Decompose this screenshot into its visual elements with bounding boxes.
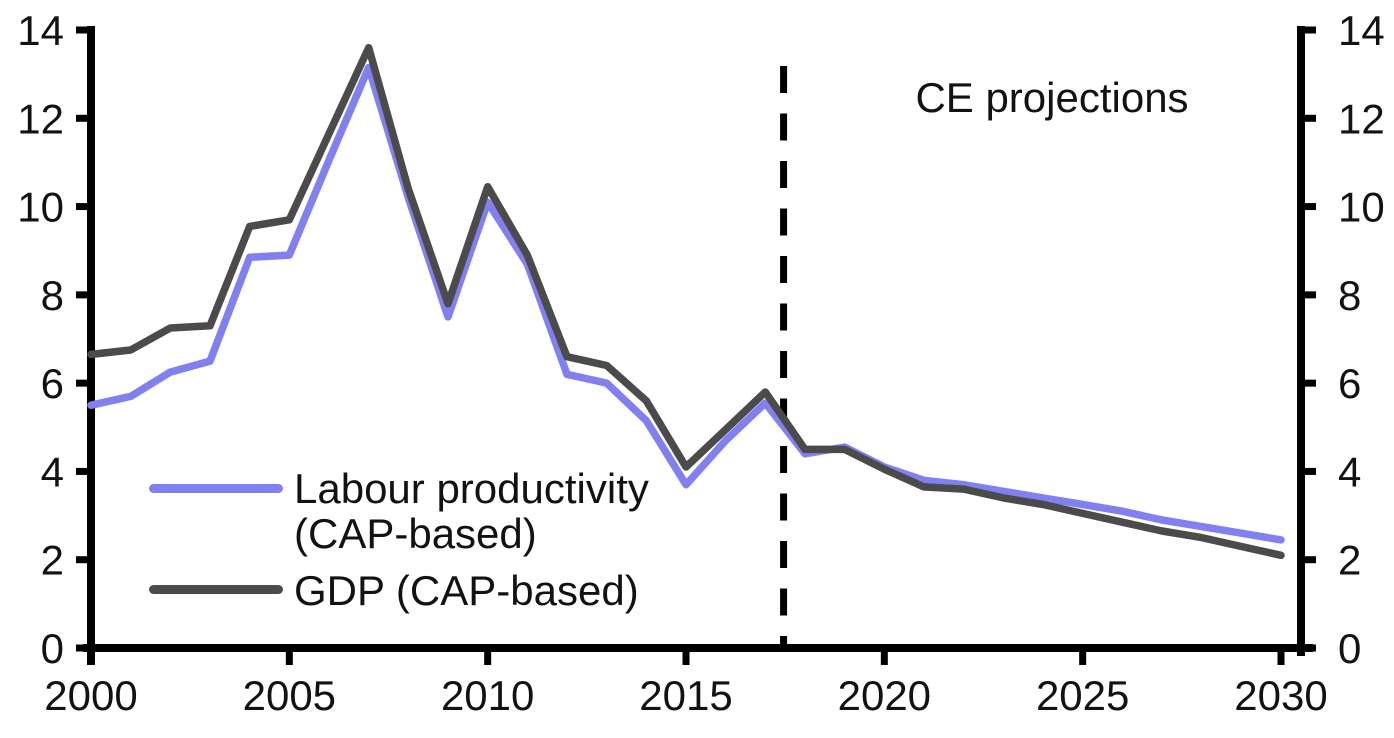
y-axis-left-tick-label: 12 [17, 95, 64, 142]
series-line-labour-productivity [87, 63, 1285, 544]
y-axis-right-tick-label: 10 [1338, 184, 1385, 231]
ce-projections-label: CE projections [915, 74, 1189, 121]
y-axis-right-tick-label: 8 [1338, 272, 1361, 319]
x-axis-tick-label: 2025 [1036, 672, 1129, 719]
y-axis-right-tick-label: 2 [1338, 537, 1361, 584]
y-axis-right-tick-label: 14 [1338, 7, 1385, 54]
legend-label-labour-line1: Labour productivity [294, 465, 649, 512]
legend-label-labour-line2: (CAP-based) [294, 510, 537, 557]
x-axis-tick-label: 2000 [44, 672, 137, 719]
x-axis-tick-label: 2010 [441, 672, 534, 719]
y-axis-left-tick-label: 6 [41, 360, 64, 407]
series-line-gdp [87, 43, 1285, 560]
y-axis-left-tick-label: 14 [17, 7, 64, 54]
y-axis-left-tick-label: 10 [17, 184, 64, 231]
x-axis-tick-label: 2020 [838, 672, 931, 719]
y-axis-left-tick-label: 4 [41, 448, 64, 495]
y-axis-right-tick-label: 12 [1338, 95, 1385, 142]
y-axis-left-tick-label: 8 [41, 272, 64, 319]
legend-swatch-gdp [149, 585, 283, 594]
y-axis-right-tick-label: 6 [1338, 360, 1361, 407]
y-axis-right-tick-label: 4 [1338, 448, 1361, 495]
x-axis-tick-label: 2005 [243, 672, 336, 719]
y-axis-left-tick-label: 0 [41, 625, 64, 672]
legend-label-labour-productivity: Labour productivity (CAP-based) [294, 466, 649, 556]
legend-swatch-labour-productivity [149, 484, 283, 493]
y-axis-left-tick-label: 2 [41, 537, 64, 584]
legend-label-gdp: GDP (CAP-based) [294, 567, 639, 614]
y-axis-right-tick-label: 0 [1338, 625, 1361, 672]
x-axis-tick-label: 2015 [639, 672, 732, 719]
x-axis-tick-label: 2030 [1234, 672, 1327, 719]
